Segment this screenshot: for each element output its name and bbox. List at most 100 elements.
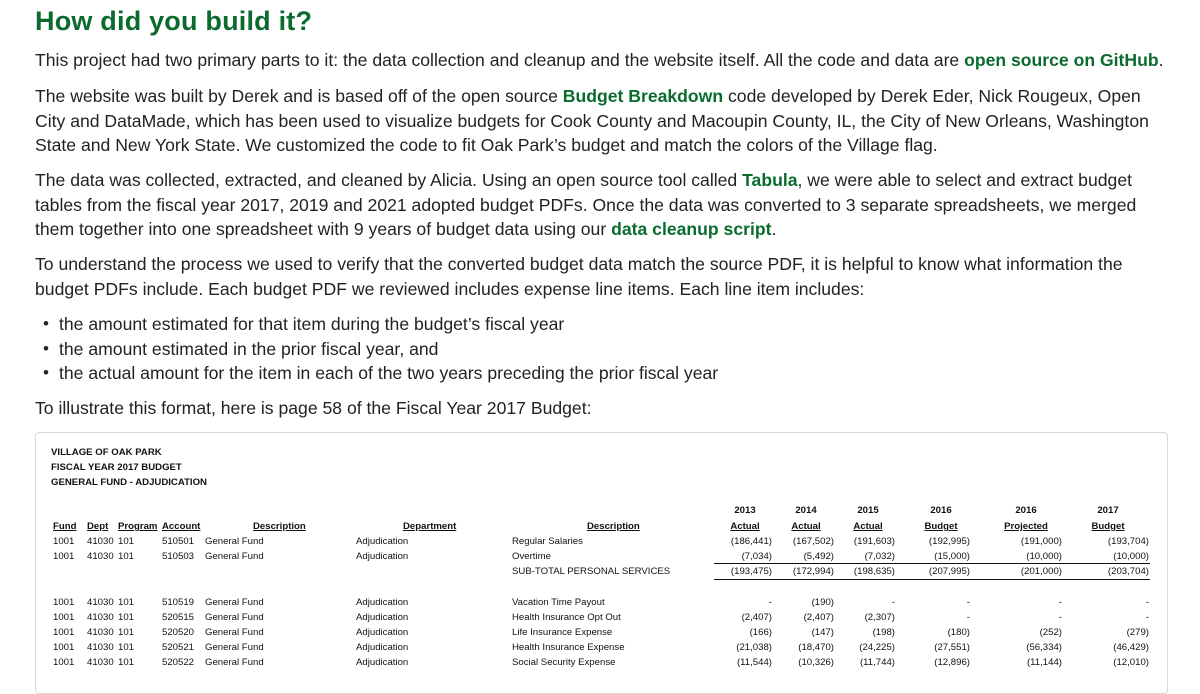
- subtotal-value: (203,704): [1083, 566, 1149, 577]
- cell-dept: 41030: [87, 536, 114, 547]
- cell-line: Health Insurance Expense: [512, 642, 625, 653]
- data-text: The data was collected, extracted, and c…: [35, 170, 742, 190]
- col-account: Account: [162, 521, 200, 532]
- year-header: 2013: [722, 505, 768, 516]
- col-line-description: Description: [587, 521, 640, 532]
- cell-value: (279): [1083, 627, 1149, 638]
- cell-line: Health Insurance Opt Out: [512, 612, 621, 623]
- overview-text: This project had two primary parts to it…: [35, 50, 964, 70]
- list-item: the amount estimated for that item durin…: [59, 312, 1159, 337]
- subtotal-value: (172,994): [768, 566, 834, 577]
- subtotal-label: SUB-TOTAL PERSONAL SERVICES: [512, 566, 670, 577]
- cell-desc: General Fund: [205, 597, 264, 608]
- cell-value: (147): [768, 627, 834, 638]
- cell-value: (10,326): [768, 657, 834, 668]
- cell-dept: 41030: [87, 657, 114, 668]
- cell-value: (46,429): [1083, 642, 1149, 653]
- cell-value: (12,010): [1083, 657, 1149, 668]
- col-program: Program: [118, 521, 157, 532]
- data-tail: .: [771, 219, 776, 239]
- line-item-list: the amount estimated for that item durin…: [35, 312, 1159, 386]
- cell-value: -: [904, 597, 970, 608]
- budget-breakdown-link[interactable]: Budget Breakdown: [563, 86, 723, 106]
- overview-tail: .: [1159, 50, 1164, 70]
- cell-program: 101: [118, 551, 134, 562]
- budget-header: VILLAGE OF OAK PARK FISCAL YEAR 2017 BUD…: [51, 445, 207, 490]
- year-header: 2014: [783, 505, 829, 516]
- cell-dept: 41030: [87, 597, 114, 608]
- col-dept: Dept: [87, 521, 108, 532]
- website-text: The website was built by Derek and is ba…: [35, 86, 563, 106]
- paragraph-website: The website was built by Derek and is ba…: [35, 84, 1175, 158]
- subtotal-rule: [714, 579, 1150, 580]
- col-fund: Fund: [53, 521, 76, 532]
- cell-department: Adjudication: [356, 627, 408, 638]
- cell-program: 101: [118, 597, 134, 608]
- cell-account: 510503: [162, 551, 194, 562]
- cell-department: Adjudication: [356, 642, 408, 653]
- cell-desc: General Fund: [205, 627, 264, 638]
- cell-fund: 1001: [53, 627, 74, 638]
- cell-program: 101: [118, 627, 134, 638]
- cell-line: Vacation Time Payout: [512, 597, 605, 608]
- cell-account: 520521: [162, 642, 194, 653]
- cell-desc: General Fund: [205, 642, 264, 653]
- cell-value: (2,407): [706, 612, 772, 623]
- cell-value: (2,407): [768, 612, 834, 623]
- cell-value: -: [706, 597, 772, 608]
- cell-value: (56,334): [996, 642, 1062, 653]
- cell-value: (11,144): [996, 657, 1062, 668]
- cell-department: Adjudication: [356, 657, 408, 668]
- org-name: VILLAGE OF OAK PARK: [51, 445, 207, 460]
- cell-value: -: [1083, 612, 1149, 623]
- github-link[interactable]: open source on GitHub: [964, 50, 1159, 70]
- year-header: 2017: [1085, 505, 1131, 516]
- cell-dept: 41030: [87, 612, 114, 623]
- cell-account: 520520: [162, 627, 194, 638]
- paragraph-process: To understand the process we used to ver…: [35, 252, 1175, 301]
- cell-program: 101: [118, 536, 134, 547]
- cell-desc: General Fund: [205, 551, 264, 562]
- tabula-link[interactable]: Tabula: [742, 170, 797, 190]
- cell-department: Adjudication: [356, 612, 408, 623]
- cell-value: (190): [768, 597, 834, 608]
- cell-value: -: [996, 612, 1062, 623]
- cell-value: (5,492): [768, 551, 834, 562]
- cell-value: (2,307): [829, 612, 895, 623]
- cell-program: 101: [118, 612, 134, 623]
- subtotal-value: (198,635): [829, 566, 895, 577]
- cell-value: (27,551): [904, 642, 970, 653]
- year-type: Budget: [1085, 521, 1131, 532]
- cell-value: -: [996, 597, 1062, 608]
- cleanup-script-link[interactable]: data cleanup script: [611, 219, 771, 239]
- cell-desc: General Fund: [205, 612, 264, 623]
- cell-desc: General Fund: [205, 657, 264, 668]
- cell-line: Social Security Expense: [512, 657, 615, 668]
- cell-value: (180): [904, 627, 970, 638]
- cell-value: (166): [706, 627, 772, 638]
- year-type: Actual: [783, 521, 829, 532]
- cell-program: 101: [118, 642, 134, 653]
- cell-fund: 1001: [53, 612, 74, 623]
- col-department: Department: [403, 521, 456, 532]
- year-type: Actual: [722, 521, 768, 532]
- cell-value: (198): [829, 627, 895, 638]
- cell-department: Adjudication: [356, 551, 408, 562]
- section-heading: How did you build it?: [35, 6, 312, 37]
- cell-value: -: [1083, 597, 1149, 608]
- cell-line: Overtime: [512, 551, 551, 562]
- cell-value: (12,896): [904, 657, 970, 668]
- cell-line: Life Insurance Expense: [512, 627, 612, 638]
- cell-program: 101: [118, 657, 134, 668]
- year-type: Actual: [845, 521, 891, 532]
- cell-value: (186,441): [706, 536, 772, 547]
- year-header: 2016: [918, 505, 964, 516]
- cell-value: (11,544): [706, 657, 772, 668]
- year-header: 2016: [999, 505, 1053, 516]
- cell-department: Adjudication: [356, 536, 408, 547]
- cell-value: (191,000): [996, 536, 1062, 547]
- cell-value: (15,000): [904, 551, 970, 562]
- cell-value: (18,470): [768, 642, 834, 653]
- paragraph-data: The data was collected, extracted, and c…: [35, 168, 1175, 242]
- year-type: Budget: [918, 521, 964, 532]
